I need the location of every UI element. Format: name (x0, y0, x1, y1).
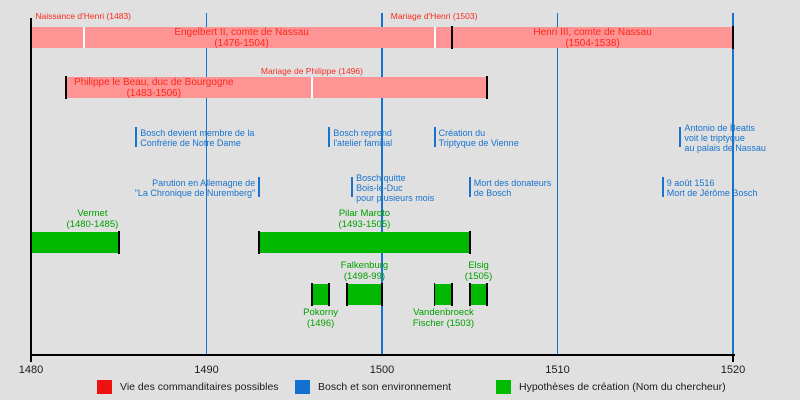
gridline (732, 13, 734, 355)
event-tick (468, 177, 471, 197)
event-annotation: Antonio de Beatis voit le triptyque au pal… (684, 123, 766, 153)
legend-item-environnement: Bosch et son environnement (295, 379, 451, 395)
hypothesis-label: Pilar Maroto (1493-1505) (338, 208, 391, 230)
life-bar-label: Philippe le Beau, duc de Bourgogne (1483-… (74, 77, 234, 99)
legend-label-environnement: Bosch et son environnement (318, 381, 452, 393)
bar-event-tick (310, 77, 313, 98)
event-tick (258, 177, 261, 197)
life-bar (452, 27, 733, 48)
axis-tick-label: 1480 (18, 364, 44, 376)
bar-event-tick (433, 27, 436, 48)
hypothesis-label: Pokorny (1496) (303, 307, 338, 329)
life-bar-label: Engelbert II, comte de Nassau (1476-1504) (174, 27, 309, 49)
hypothesis-bar (311, 284, 330, 305)
legend-swatch-blue (295, 380, 310, 394)
legend-swatch-green (496, 380, 511, 394)
hypothesis-bar (259, 232, 470, 253)
bar-start-marker (310, 283, 313, 306)
hypothesis-label: Vandenbroeck Fischer (1503) (412, 307, 475, 329)
bar-end-marker (117, 231, 120, 254)
bar-end-marker (468, 231, 471, 254)
axis-tick-label: 1500 (369, 364, 395, 376)
gridline (205, 13, 207, 355)
event-annotation: Mort des donateurs de Bosch (473, 178, 552, 198)
hypothesis-bar (469, 284, 488, 305)
hypothesis-bar (31, 232, 119, 253)
hypothesis-bar (346, 284, 382, 305)
bar-end-marker (486, 76, 489, 99)
bar-start-marker (468, 283, 471, 306)
legend-label-hypotheses: Hypothèses de création (Nom du chercheur… (519, 381, 726, 393)
event-tick (433, 127, 436, 147)
legend-item-commanditaires: Vie des commanditaires possibles (97, 379, 279, 395)
red-event-label: Mariage de Philippe (1496) (260, 66, 363, 76)
axis-tick-label: 1520 (720, 364, 746, 376)
hypothesis-label: Vermet (1480-1485) (66, 208, 119, 230)
life-bar-label: Henri III, comte de Nassau (1504-1538) (533, 27, 652, 49)
gridline (381, 13, 383, 355)
event-tick (135, 127, 138, 147)
hypothesis-bar (434, 284, 453, 305)
bar-start-marker (65, 76, 68, 99)
bar-end-marker (451, 283, 453, 306)
axis-tick (732, 355, 734, 362)
event-annotation: Parution en Allemagne de "La Chronique de… (134, 178, 256, 198)
bar-end-marker (328, 283, 331, 306)
red-event-label: Naissance d'Henri (1483) (35, 11, 132, 21)
bar-end-marker (732, 26, 734, 49)
bar-end-marker (381, 283, 383, 306)
y-axis-line (30, 18, 32, 362)
event-annotation: Bosch reprend l'atelier familial (333, 128, 393, 148)
gridline (556, 13, 558, 355)
event-tick (328, 127, 331, 147)
event-tick (661, 177, 664, 197)
legend-label-commanditaires: Vie des commanditaires possibles (120, 381, 279, 393)
bar-start-marker (451, 26, 454, 49)
x-axis-line (30, 354, 735, 356)
event-annotation: Bosch quitte Bois-le-Duc pour plusieurs mo… (356, 173, 435, 203)
life-bar (66, 77, 488, 98)
hypothesis-label: Falkenburg (1498-99) (340, 260, 389, 282)
legend-item-hypotheses: Hypothèses de création (Nom du chercheur… (496, 379, 726, 395)
event-annotation: Création du Triptyque de Vienne (438, 128, 519, 148)
event-tick (351, 177, 354, 197)
bar-end-marker (486, 283, 489, 306)
event-annotation: 9 août 1516 Mort de Jérôme Bosch (666, 178, 758, 198)
legend-swatch-red (97, 380, 112, 394)
bar-event-tick (82, 27, 85, 48)
axis-tick-label: 1490 (194, 364, 219, 376)
life-bar (31, 27, 453, 48)
event-annotation: Bosch devient membre de la Confrérie de N… (140, 128, 255, 148)
red-event-label: Mariage d'Henri (1503) (390, 11, 478, 21)
bar-start-marker (345, 283, 348, 306)
hypothesis-label: Elsig (1505) (464, 260, 493, 282)
bar-start-marker (433, 283, 436, 306)
event-tick (679, 127, 682, 147)
axis-tick-label: 1510 (545, 364, 570, 376)
bar-start-marker (258, 231, 260, 254)
